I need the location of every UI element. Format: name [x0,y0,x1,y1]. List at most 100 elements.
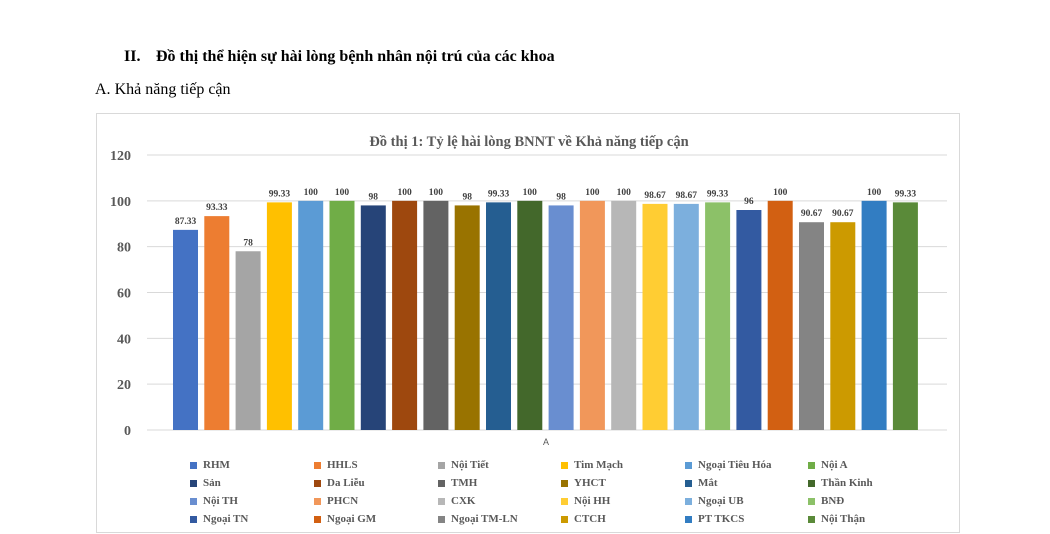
legend-swatch [190,497,197,505]
chart-title: Đồ thị 1: Tỷ lệ hài lòng BNNT về Khả năn… [369,134,688,150]
legend-item: BNĐ [808,495,844,507]
legend-label: Sản [203,477,221,489]
legend-swatch [438,515,445,523]
bar-yhct [454,205,480,430]
legend-item: Da Liễu [314,477,365,489]
bar-tim-mạch [266,202,292,430]
y-tick-label: 40 [117,332,131,347]
y-tick-label: 80 [117,241,131,256]
y-tick-label: 120 [110,149,131,164]
data-label: 78 [243,238,253,248]
data-label: 99.33 [895,189,917,199]
legend-item: Nội A [808,459,848,471]
bar-ngoại-tn [736,210,762,430]
legend-item: CTCH [561,513,606,525]
bar-nội-th [548,205,574,430]
subsection-heading: A. Khả năng tiếp cận [95,81,231,99]
data-label: 98.67 [644,191,666,201]
bar-nội-hh [642,203,668,430]
data-label: 100 [523,188,538,198]
y-tick-label: 100 [110,195,131,210]
bar-ngoại-ub [673,203,699,430]
legend-swatch [808,479,815,487]
subsection-letter: A. [95,81,111,98]
legend-label: BNĐ [821,495,845,507]
legend-swatch [314,497,321,505]
legend-item: Nội TH [190,495,238,507]
y-tick-label: 20 [117,378,131,393]
legend-swatch [685,479,692,487]
data-labels: 87.33 93.33 78 99.33 100 100 98 100 100 98 99.33 10… [175,188,917,248]
bar-nội-thận [892,202,918,430]
legend-label: Da Liễu [327,477,365,489]
legend-item: Ngoại GM [314,513,376,525]
legend-swatch [685,461,692,469]
legend-item: Ngoại TN [190,513,248,525]
section-number: II. [124,48,141,65]
data-label: 90.67 [832,209,854,219]
legend-swatch [438,461,445,469]
legend-item: YHCT [561,477,606,489]
legend-swatch [190,461,197,469]
bar-tmh [423,200,449,430]
legend-swatch [314,479,321,487]
legend-item: Ngoại TM-LN [438,513,518,525]
legend-item: Mắt [685,477,718,489]
subsection-title: Khả năng tiếp cận [114,81,231,98]
bars [173,200,918,430]
legend-swatch [685,497,692,505]
legend-item: HHLS [314,459,358,471]
legend-swatch [314,515,321,523]
legend-swatch [808,497,815,505]
legend-label: Ngoại Tiêu Hóa [698,459,772,471]
data-label: 99.33 [707,189,729,199]
legend-item: Thần Kinh [808,477,873,489]
data-label: 100 [773,188,788,198]
data-label: 99.33 [269,189,291,199]
legend-item: RHM [190,459,230,471]
legend-label: PHCN [327,495,359,507]
legend-swatch [561,515,568,523]
legend-label: CTCH [574,513,606,525]
bar-hhls [204,216,230,430]
legend-item: CXK [438,495,475,507]
legend-item: Sản [190,477,221,489]
legend-swatch [190,479,197,487]
legend-label: CXK [451,495,476,507]
legend-label: Ngoại GM [327,513,377,525]
data-label: 100 [397,188,412,198]
legend-swatch [808,515,815,523]
legend-label: Nội Thận [821,513,866,525]
bar-thần-kinh [517,200,543,430]
legend-item: Nội Thận [808,513,865,525]
bar-pt-tkcs [861,200,887,430]
legend-item: Ngoại Tiêu Hóa [685,459,772,471]
legend-label: Thần Kinh [821,477,873,489]
data-label: 90.67 [801,209,823,219]
y-tick-label: 60 [117,287,131,302]
legend-label: HHLS [327,459,358,471]
legend-swatch [808,461,815,469]
chart-frame: Đồ thị 1: Tỷ lệ hài lòng BNNT về Khả năn… [96,113,960,533]
legend-swatch [685,515,692,523]
data-label: 98 [556,192,566,202]
legend-label: PT TKCS [698,513,745,525]
legend-item: Nội Tiết [438,459,489,471]
legend-item: Nội HH [561,495,610,507]
section-heading: II. Đồ thị thể hiện sự hài lòng bệnh nhân… [124,48,555,66]
bar-nội-tiết [235,251,261,430]
x-category-label: A [543,437,549,447]
legend-item: PT TKCS [685,513,744,525]
legend-label: Mắt [698,477,718,489]
data-label: 100 [867,188,882,198]
legend-label: Nội A [821,459,848,471]
bar-nội-a [329,200,355,430]
section-title: Đồ thị thể hiện sự hài lòng bệnh nhân nộ… [156,48,555,65]
legend-swatch [438,497,445,505]
legend-item: Tim Mạch [561,459,623,471]
legend-label: Nội Tiết [451,459,489,471]
data-label: 93.33 [206,203,228,213]
data-label: 100 [304,188,319,198]
legend-swatch [561,479,568,487]
legend-label: Tim Mạch [574,459,623,471]
